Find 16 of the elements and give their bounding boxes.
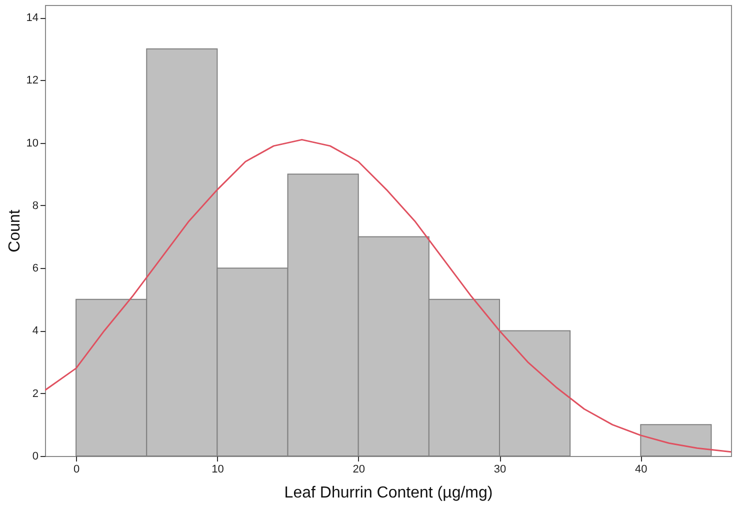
y-tick-label: 10	[26, 137, 38, 150]
x-tick-label: 10	[212, 464, 224, 476]
y-tick-label: 12	[26, 74, 38, 87]
x-axis-title: Leaf Dhurrin Content (µg/mg)	[284, 484, 493, 502]
y-tick-label: 8	[32, 200, 38, 212]
x-tick-label: 40	[635, 464, 648, 476]
x-tick-label: 20	[352, 464, 365, 476]
y-tick-label: 4	[32, 325, 38, 338]
x-tick-label: 30	[494, 464, 506, 476]
x-tick-label: 0	[73, 464, 80, 476]
line-series	[45, 138, 731, 453]
y-axis-title: Count	[6, 209, 24, 252]
y-tick-label: 6	[32, 262, 38, 275]
y-tick-label: 2	[32, 388, 38, 400]
y-tick-label: 14	[26, 12, 38, 24]
y-tick-label: 0	[32, 450, 38, 462]
